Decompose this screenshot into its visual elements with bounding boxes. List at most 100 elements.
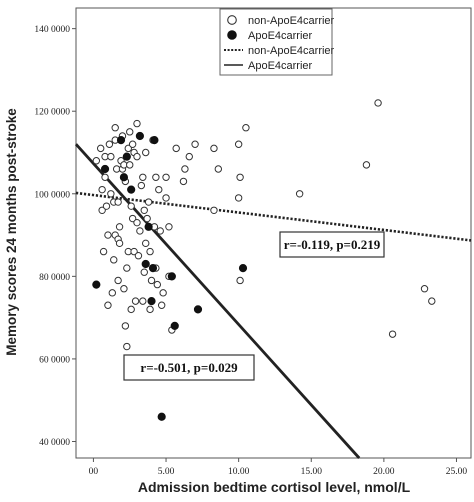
data-points (92, 99, 436, 421)
point-apoe4 (100, 164, 110, 174)
point-non-apoe4 (295, 190, 304, 198)
legend-marker-filled (227, 30, 237, 40)
point-non-apoe4 (126, 161, 134, 169)
point-non-apoe4 (142, 148, 150, 157)
point-non-apoe4 (110, 256, 118, 264)
point-apoe4 (122, 152, 131, 161)
point-non-apoe4 (133, 218, 141, 227)
x-tick-label: 20.00 (373, 467, 395, 477)
point-apoe4 (150, 136, 159, 145)
point-non-apoe4 (98, 185, 106, 194)
point-non-apoe4 (147, 276, 156, 285)
point-non-apoe4 (152, 173, 160, 181)
point-non-apoe4 (136, 227, 144, 235)
x-tick-label: 25.00 (446, 467, 468, 477)
fit-line-solid (74, 143, 361, 459)
point-non-apoe4 (127, 202, 135, 210)
point-non-apoe4 (131, 297, 140, 305)
point-non-apoe4 (185, 152, 193, 161)
point-apoe4 (116, 136, 126, 145)
legend-box (219, 8, 333, 76)
point-non-apoe4 (137, 181, 146, 190)
point-non-apoe4 (139, 297, 147, 305)
point-non-apoe4 (388, 330, 397, 338)
legend-label: non-ApoE4carrier (248, 15, 335, 27)
point-non-apoe4 (191, 140, 199, 148)
point-non-apoe4 (162, 173, 170, 181)
point-non-apoe4 (234, 140, 243, 148)
point-non-apoe4 (111, 124, 119, 132)
x-axis-title: Admission bedtime cortisol level, nmol/L (138, 479, 411, 495)
point-non-apoe4 (114, 276, 122, 285)
point-apoe4 (127, 185, 136, 194)
point-apoe4 (170, 321, 179, 330)
y-axis-title: Memory scores 24 months post-stroke (4, 108, 19, 356)
point-non-apoe4 (96, 144, 105, 153)
point-non-apoe4 (115, 239, 124, 248)
point-non-apoe4 (102, 202, 111, 210)
point-non-apoe4 (128, 214, 137, 223)
point-non-apoe4 (144, 198, 153, 206)
point-non-apoe4 (120, 285, 128, 293)
point-apoe4 (92, 280, 101, 289)
annotation-text-2: r=-0.501, p=0.029 (140, 360, 238, 375)
annotation-box-2 (123, 354, 255, 381)
point-non-apoe4 (126, 128, 134, 136)
x-tick-label: 5.00 (158, 467, 175, 477)
point-apoe4 (144, 222, 153, 231)
legend-marker-open (227, 15, 237, 25)
point-non-apoe4 (210, 144, 218, 153)
point-non-apoe4 (140, 206, 148, 214)
point-non-apoe4 (99, 247, 108, 256)
point-non-apoe4 (107, 190, 115, 198)
point-non-apoe4 (105, 140, 114, 148)
point-non-apoe4 (162, 194, 170, 202)
annotation-apoe4: r=-0.501, p=0.029 (123, 354, 255, 381)
x-tick-label: 00 (89, 467, 99, 477)
point-non-apoe4 (133, 119, 141, 128)
point-non-apoe4 (101, 173, 109, 181)
point-non-apoe4 (165, 223, 173, 231)
point-non-apoe4 (98, 206, 106, 214)
point-non-apoe4 (153, 280, 162, 289)
point-non-apoe4 (179, 177, 188, 186)
x-tick-label: 10.00 (228, 467, 250, 477)
point-non-apoe4 (362, 161, 371, 169)
x-tick-label: 15.00 (301, 467, 323, 477)
regression-lines (74, 143, 472, 459)
y-tick-label: 140 0000 (34, 25, 70, 35)
point-non-apoe4 (156, 227, 164, 235)
point-apoe4 (119, 173, 129, 182)
point-non-apoe4 (124, 144, 132, 153)
legend-label: non-ApoE4carrier (248, 45, 335, 57)
point-non-apoe4 (127, 305, 135, 314)
point-non-apoe4 (139, 173, 147, 181)
point-non-apoe4 (242, 124, 250, 132)
legend: non-ApoE4carrier ApoE4carrier non-ApoE4car… (219, 8, 335, 76)
annotation-text-1: r=-0.119, p=0.219 (284, 237, 381, 252)
x-axis-ticks: 00 5.00 10.00 15.00 20.00 25.00 (89, 458, 468, 477)
point-non-apoe4 (236, 276, 244, 285)
point-non-apoe4 (123, 264, 131, 272)
point-non-apoe4 (108, 289, 117, 297)
legend-label: ApoE4carrier (248, 30, 313, 42)
point-non-apoe4 (146, 247, 154, 256)
point-non-apoe4 (107, 152, 115, 161)
point-apoe4 (141, 259, 150, 269)
annotation-nonapoe4: r=-0.119, p=0.219 (279, 231, 385, 258)
point-non-apoe4 (114, 198, 122, 206)
point-non-apoe4 (134, 252, 143, 260)
point-non-apoe4 (234, 194, 243, 202)
y-axis-ticks: 40 0000 60 0000 80 0000 100 0000 120 0000 140… (34, 25, 76, 448)
point-non-apoe4 (128, 140, 137, 148)
point-apoe4 (193, 305, 203, 314)
point-non-apoe4 (428, 297, 436, 305)
point-non-apoe4 (374, 99, 382, 107)
point-non-apoe4 (130, 247, 138, 256)
point-non-apoe4 (142, 239, 150, 248)
point-non-apoe4 (155, 185, 163, 194)
point-non-apoe4 (157, 301, 166, 309)
y-tick-label: 60 0000 (39, 355, 70, 365)
point-apoe4 (167, 272, 176, 281)
